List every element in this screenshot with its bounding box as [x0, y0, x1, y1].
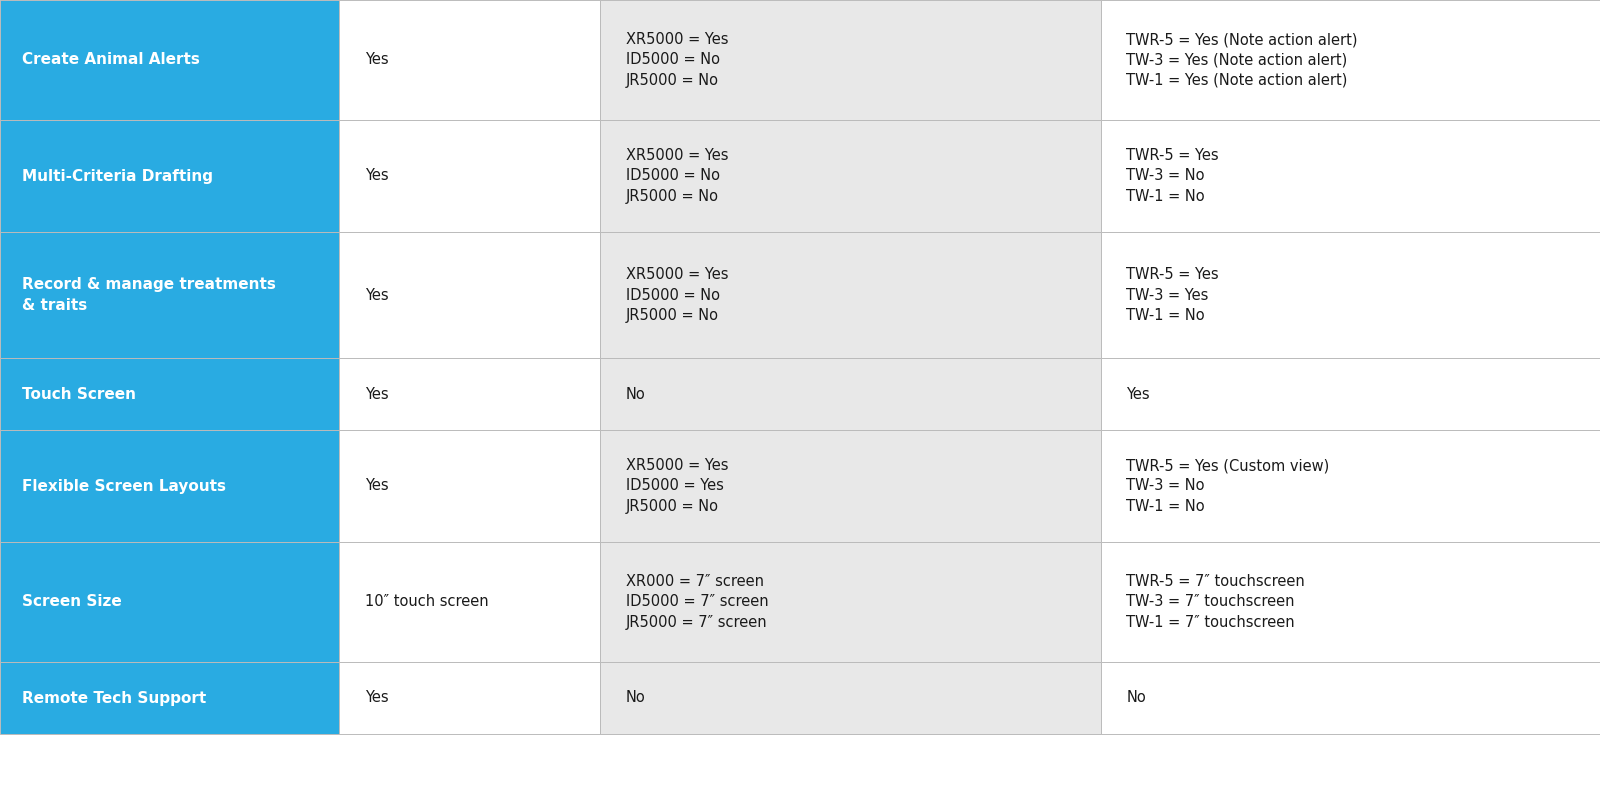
- Text: Remote Tech Support: Remote Tech Support: [22, 691, 206, 705]
- Text: Touch Screen: Touch Screen: [22, 386, 136, 402]
- Text: Screen Size: Screen Size: [22, 595, 122, 609]
- Text: TWR-5 = Yes (Custom view)
TW-3 = No
TW-1 = No: TWR-5 = Yes (Custom view) TW-3 = No TW-1…: [1126, 458, 1330, 514]
- Bar: [0, 662, 339, 734]
- Text: Yes: Yes: [1126, 386, 1150, 402]
- Text: Yes: Yes: [365, 288, 389, 302]
- Text: Multi-Criteria Drafting: Multi-Criteria Drafting: [22, 169, 213, 183]
- Bar: [600, 358, 1101, 430]
- Bar: [0, 120, 339, 232]
- Text: XR000 = 7″ screen
ID5000 = 7″ screen
JR5000 = 7″ screen: XR000 = 7″ screen ID5000 = 7″ screen JR5…: [626, 574, 768, 630]
- Bar: [600, 0, 1101, 120]
- Bar: [1101, 430, 1600, 542]
- Bar: [0, 232, 339, 358]
- Text: No: No: [1126, 691, 1146, 705]
- Text: 10″ touch screen: 10″ touch screen: [365, 595, 488, 609]
- Text: XR5000 = Yes
ID5000 = Yes
JR5000 = No: XR5000 = Yes ID5000 = Yes JR5000 = No: [626, 458, 728, 514]
- Bar: [600, 120, 1101, 232]
- Text: XR5000 = Yes
ID5000 = No
JR5000 = No: XR5000 = Yes ID5000 = No JR5000 = No: [626, 148, 728, 204]
- Bar: [600, 662, 1101, 734]
- Text: Yes: Yes: [365, 386, 389, 402]
- Bar: [0, 358, 339, 430]
- Text: TWR-5 = 7″ touchscreen
TW-3 = 7″ touchscreen
TW-1 = 7″ touchscreen: TWR-5 = 7″ touchscreen TW-3 = 7″ touchsc…: [1126, 574, 1306, 630]
- Text: Record & manage treatments
& traits: Record & manage treatments & traits: [22, 277, 277, 313]
- Bar: [1101, 358, 1600, 430]
- Text: No: No: [626, 691, 645, 705]
- Text: TWR-5 = Yes
TW-3 = No
TW-1 = No: TWR-5 = Yes TW-3 = No TW-1 = No: [1126, 148, 1219, 204]
- Bar: [1101, 0, 1600, 120]
- Text: Yes: Yes: [365, 691, 389, 705]
- Bar: [339, 0, 600, 120]
- Bar: [0, 542, 339, 662]
- Bar: [1101, 232, 1600, 358]
- Bar: [1101, 120, 1600, 232]
- Text: TWR-5 = Yes
TW-3 = Yes
TW-1 = No: TWR-5 = Yes TW-3 = Yes TW-1 = No: [1126, 267, 1219, 323]
- Bar: [0, 430, 339, 542]
- Bar: [600, 430, 1101, 542]
- Bar: [339, 430, 600, 542]
- Text: Yes: Yes: [365, 53, 389, 68]
- Bar: [339, 120, 600, 232]
- Bar: [600, 232, 1101, 358]
- Bar: [0, 0, 339, 120]
- Text: Flexible Screen Layouts: Flexible Screen Layouts: [22, 478, 227, 494]
- Text: TWR-5 = Yes (Note action alert)
TW-3 = Yes (Note action alert)
TW-1 = Yes (Note : TWR-5 = Yes (Note action alert) TW-3 = Y…: [1126, 32, 1358, 88]
- Text: No: No: [626, 386, 645, 402]
- Bar: [1101, 662, 1600, 734]
- Text: Yes: Yes: [365, 478, 389, 494]
- Bar: [1101, 542, 1600, 662]
- Bar: [339, 358, 600, 430]
- Bar: [339, 662, 600, 734]
- Text: Create Animal Alerts: Create Animal Alerts: [22, 53, 200, 68]
- Bar: [339, 542, 600, 662]
- Text: XR5000 = Yes
ID5000 = No
JR5000 = No: XR5000 = Yes ID5000 = No JR5000 = No: [626, 32, 728, 88]
- Bar: [339, 232, 600, 358]
- Text: XR5000 = Yes
ID5000 = No
JR5000 = No: XR5000 = Yes ID5000 = No JR5000 = No: [626, 267, 728, 323]
- Bar: [600, 542, 1101, 662]
- Text: Yes: Yes: [365, 169, 389, 183]
